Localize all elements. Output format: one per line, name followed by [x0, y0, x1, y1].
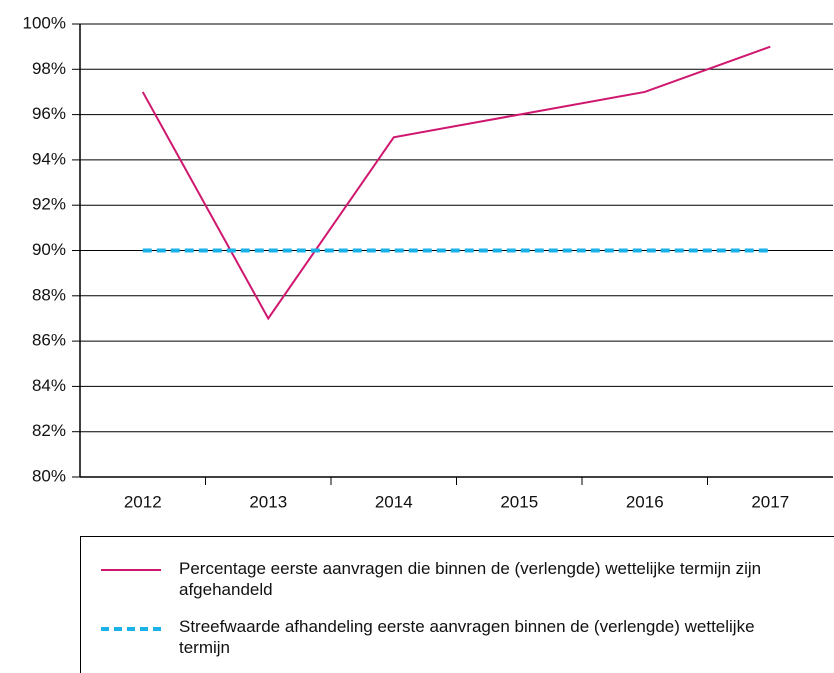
y-tick-label: 100%: [23, 13, 66, 32]
x-tick-label: 2017: [751, 492, 789, 511]
chart: 80% 82% 84% 86% 88% 90% 92% 94% 96% 98% 100% 2012 20…: [23, 13, 833, 511]
legend: Percentage eerste aanvragen die binnen d…: [80, 536, 834, 673]
legend-swatch: [101, 569, 161, 571]
y-tick-label: 94%: [32, 149, 66, 168]
legend-swatch: [101, 627, 161, 631]
x-tick-label: 2013: [249, 492, 287, 511]
y-tick-label: 88%: [32, 285, 66, 304]
y-tick-label: 84%: [32, 376, 66, 395]
y-tick-label: 90%: [32, 240, 66, 259]
x-tick-label: 2015: [500, 492, 538, 511]
y-tick-label: 96%: [32, 104, 66, 123]
legend-item: Percentage eerste aanvragen die binnen d…: [101, 558, 769, 600]
x-tick-label: 2014: [375, 492, 413, 511]
series-line: [141, 45, 771, 321]
legend-label: Percentage eerste aanvragen die binnen d…: [179, 559, 762, 599]
y-tick-label: 82%: [32, 421, 66, 440]
y-tick-label: 86%: [32, 331, 66, 350]
x-tick-label: 2012: [124, 492, 162, 511]
legend-item: Streefwaarde afhandeling eerste aanvrage…: [101, 616, 769, 658]
y-tick-label: 98%: [32, 59, 66, 78]
x-tick-label: 2016: [626, 492, 664, 511]
y-tick-label: 92%: [32, 195, 66, 214]
legend-label: Streefwaarde afhandeling eerste aanvrage…: [179, 617, 755, 657]
y-tick-label: 80%: [32, 466, 66, 485]
